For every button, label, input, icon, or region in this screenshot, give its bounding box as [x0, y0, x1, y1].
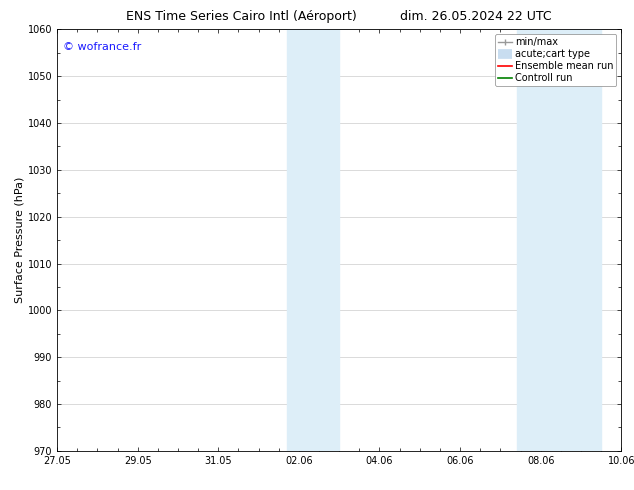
Y-axis label: Surface Pressure (hPa): Surface Pressure (hPa) — [15, 177, 25, 303]
Bar — [287, 29, 311, 451]
Text: dim. 26.05.2024 22 UTC: dim. 26.05.2024 22 UTC — [399, 10, 552, 23]
Bar — [311, 29, 339, 451]
Legend: min/max, acute;cart type, Ensemble mean run, Controll run: min/max, acute;cart type, Ensemble mean … — [495, 34, 616, 86]
Bar — [536, 29, 601, 451]
Text: ENS Time Series Cairo Intl (Aéroport): ENS Time Series Cairo Intl (Aéroport) — [126, 10, 356, 23]
Text: © wofrance.fr: © wofrance.fr — [63, 42, 141, 52]
Bar — [517, 29, 536, 451]
